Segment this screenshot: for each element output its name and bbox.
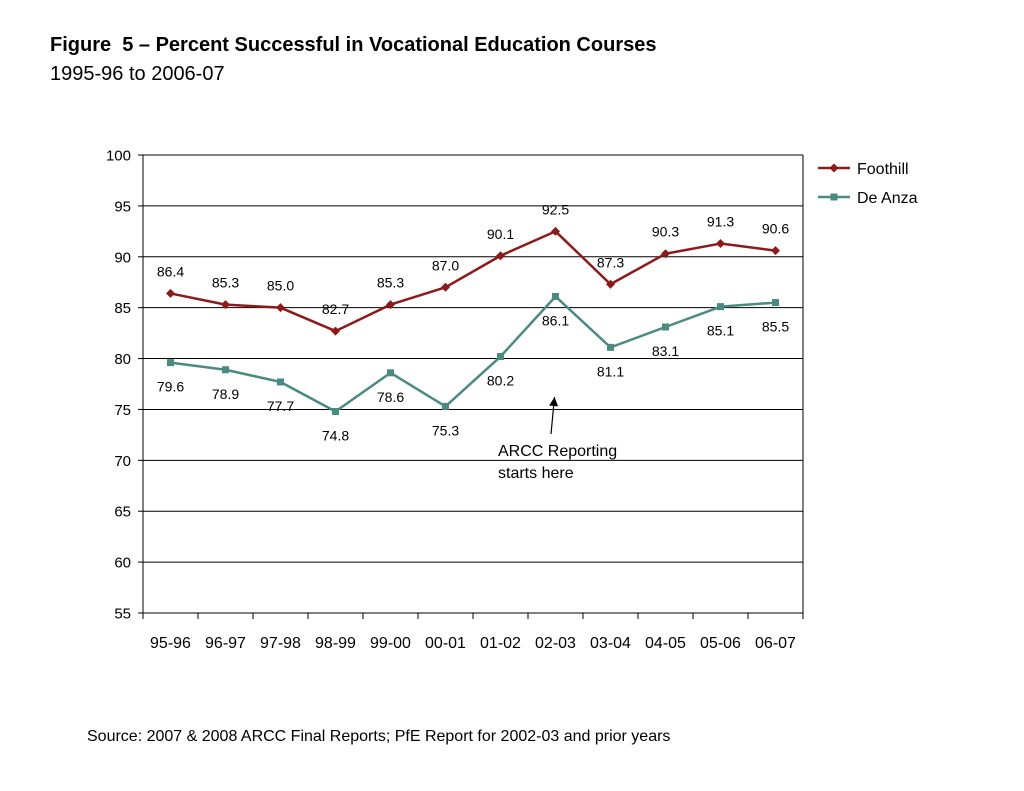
data-point-foothill [166,288,175,298]
data-point-de-anza [607,343,614,351]
data-label-de-anza: 78.9 [212,386,239,402]
data-point-de-anza [222,366,229,374]
data-point-de-anza [442,402,449,410]
series-line-foothill [170,230,776,333]
data-point-foothill [441,282,450,292]
data-point-foothill [386,300,395,310]
data-label-foothill: 85.0 [267,278,294,294]
data-label-de-anza: 79.6 [157,379,184,395]
data-label-de-anza: 83.1 [652,343,679,359]
y-tick-label: 60 [114,555,131,572]
y-tick-label: 100 [106,148,131,165]
x-tick-label: 04-05 [645,635,686,652]
data-point-de-anza [497,353,504,361]
figure-title: Figure 5 – Percent Successful in Vocatio… [50,34,657,56]
data-label-de-anza: 77.7 [267,398,294,414]
legend-entry: De Anza [857,190,918,207]
data-point-foothill [716,239,725,249]
x-tick-label: 95-96 [150,635,191,652]
data-point-foothill [276,303,285,313]
data-label-foothill: 90.1 [487,226,514,242]
data-point-foothill [331,326,340,336]
data-label-de-anza: 80.2 [487,373,514,389]
data-label-de-anza: 85.1 [707,323,734,339]
data-point-foothill [551,226,560,236]
data-point-de-anza [717,303,724,311]
annotation-arrow-head [549,397,559,407]
data-point-foothill [661,249,670,259]
y-tick-label: 95 [114,198,131,215]
y-tick-label: 90 [114,249,131,266]
data-point-foothill [606,279,615,289]
figure-subtitle: 1995-96 to 2006-07 [50,63,225,85]
x-tick-label: 97-98 [260,635,301,652]
legend-marker [829,163,839,173]
data-label-foothill: 87.0 [432,257,459,273]
legend-marker [830,193,838,201]
data-point-de-anza [167,359,174,367]
y-tick-label: 75 [114,402,131,419]
data-label-foothill: 90.6 [762,221,789,237]
data-point-de-anza [332,407,339,415]
y-tick-label: 85 [114,300,131,317]
data-label-de-anza: 85.5 [762,319,789,335]
data-label-de-anza: 78.6 [377,389,404,405]
y-tick-label: 65 [114,504,131,521]
data-point-de-anza [552,292,559,300]
data-point-de-anza [662,323,669,331]
data-label-foothill: 86.4 [157,263,184,279]
annotation-text: starts here [498,465,574,482]
data-label-de-anza: 86.1 [542,312,569,328]
y-tick-label: 55 [114,606,131,623]
x-tick-label: 06-07 [755,635,796,652]
data-label-de-anza: 75.3 [432,422,459,438]
data-label-foothill: 92.5 [542,201,569,217]
x-tick-label: 02-03 [535,635,576,652]
x-tick-label: 05-06 [700,635,741,652]
annotation-text: ARCC Reporting [498,443,617,460]
x-tick-label: 03-04 [590,635,631,652]
data-label-de-anza: 74.8 [322,427,349,443]
data-label-de-anza: 81.1 [597,363,624,379]
series-line-de-anza [170,295,776,413]
data-label-foothill: 82.7 [322,301,349,317]
data-label-foothill: 85.3 [212,275,239,291]
data-label-foothill: 87.3 [597,254,624,270]
y-tick-label: 70 [114,453,131,470]
data-point-foothill [771,246,780,256]
data-point-foothill [221,300,230,310]
y-tick-label: 80 [114,351,131,368]
data-point-de-anza [772,299,779,307]
data-label-foothill: 85.3 [377,275,404,291]
source-note: Source: 2007 & 2008 ARCC Final Reports; … [87,728,671,745]
x-tick-label: 99-00 [370,635,411,652]
data-point-de-anza [387,369,394,377]
data-label-foothill: 91.3 [707,214,734,230]
legend-entry: Foothill [857,161,909,178]
x-tick-label: 98-99 [315,635,356,652]
data-label-foothill: 90.3 [652,224,679,240]
x-tick-label: 01-02 [480,635,521,652]
x-tick-label: 96-97 [205,635,246,652]
x-tick-label: 00-01 [425,635,466,652]
data-point-foothill [496,251,505,261]
data-point-de-anza [277,378,284,386]
